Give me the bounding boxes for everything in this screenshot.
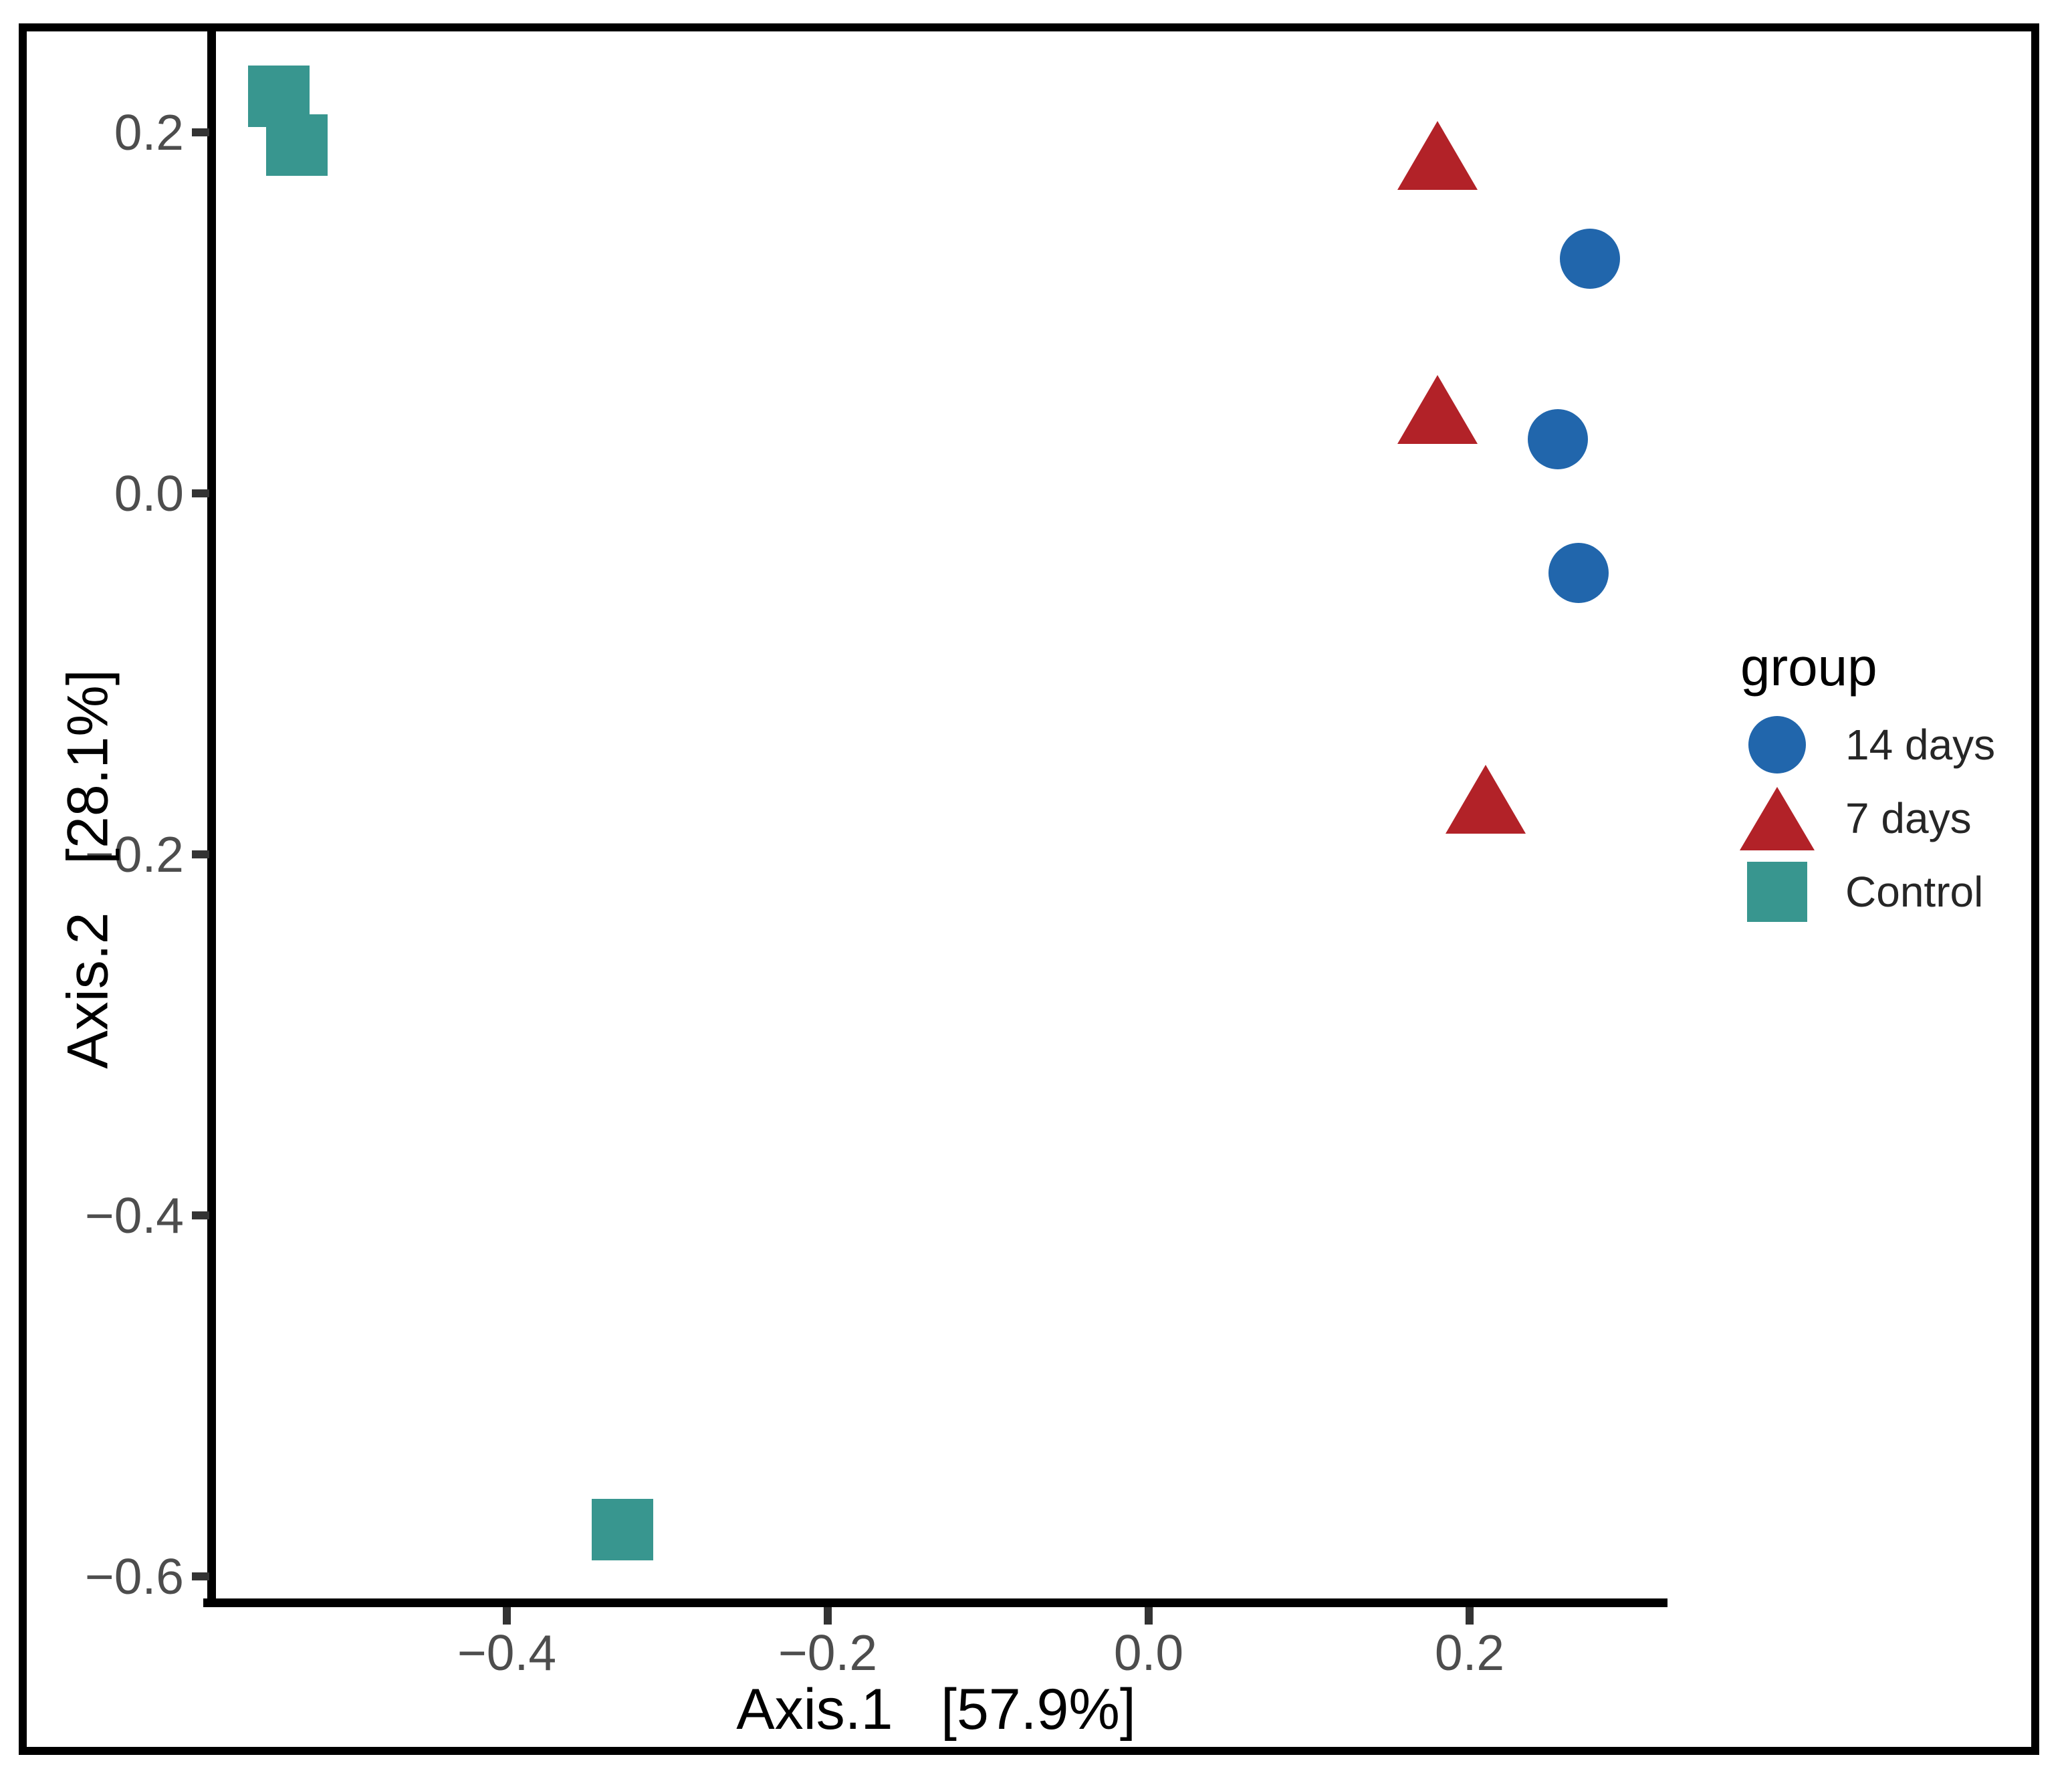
- triangle-marker: [1397, 120, 1478, 190]
- y-tick-mark: [192, 128, 209, 136]
- square-marker: [591, 1498, 653, 1560]
- y-tick-mark: [192, 1572, 209, 1580]
- triangle-marker: [1446, 765, 1526, 834]
- legend-item-14-days: 14 days: [1738, 708, 1995, 782]
- x-tick-label: −0.4: [457, 1625, 557, 1681]
- circle-marker: [1560, 229, 1620, 289]
- x-axis-title: Axis.1 [57.9%]: [736, 1677, 1136, 1742]
- y-tick-label: 0.0: [114, 465, 184, 521]
- square-legend-glyph: [1746, 862, 1807, 922]
- x-axis-line: [203, 1598, 1667, 1607]
- circle-legend-icon: [1738, 716, 1815, 773]
- legend-label: 7 days: [1845, 794, 1972, 842]
- x-tick-mark: [824, 1607, 832, 1625]
- y-tick-label: −0.6: [84, 1548, 184, 1604]
- y-tick-label: −0.4: [84, 1187, 184, 1243]
- y-axis-line: [207, 23, 216, 1607]
- circle-legend-glyph: [1748, 716, 1806, 773]
- x-tick-label: 0.2: [1434, 1625, 1505, 1681]
- triangle-legend-glyph: [1739, 786, 1815, 850]
- circle-marker: [1548, 542, 1609, 603]
- legend-item-control: Control: [1738, 855, 1983, 929]
- y-tick-mark: [192, 1211, 209, 1219]
- legend-title: group: [1740, 637, 1877, 697]
- circle-marker: [1528, 409, 1588, 469]
- figure-border: [19, 23, 2039, 1755]
- x-tick-mark: [1466, 1607, 1474, 1625]
- legend-label: Control: [1845, 868, 1984, 916]
- y-tick-mark: [192, 850, 209, 858]
- y-tick-label: −0.2: [84, 826, 184, 882]
- legend-item-7-days: 7 days: [1738, 782, 1972, 855]
- square-marker: [265, 114, 328, 176]
- x-tick-label: 0.0: [1113, 1625, 1184, 1681]
- square-legend-icon: [1738, 862, 1815, 922]
- triangle-legend-icon: [1738, 786, 1815, 850]
- legend-label: 14 days: [1845, 721, 1996, 769]
- x-tick-mark: [503, 1607, 511, 1625]
- x-tick-label: −0.2: [778, 1625, 878, 1681]
- y-tick-mark: [192, 489, 209, 497]
- y-tick-label: 0.2: [114, 104, 184, 160]
- y-axis-title: Axis.2 [28.1%]: [55, 669, 120, 1069]
- triangle-marker: [1397, 375, 1478, 445]
- x-tick-mark: [1145, 1607, 1153, 1625]
